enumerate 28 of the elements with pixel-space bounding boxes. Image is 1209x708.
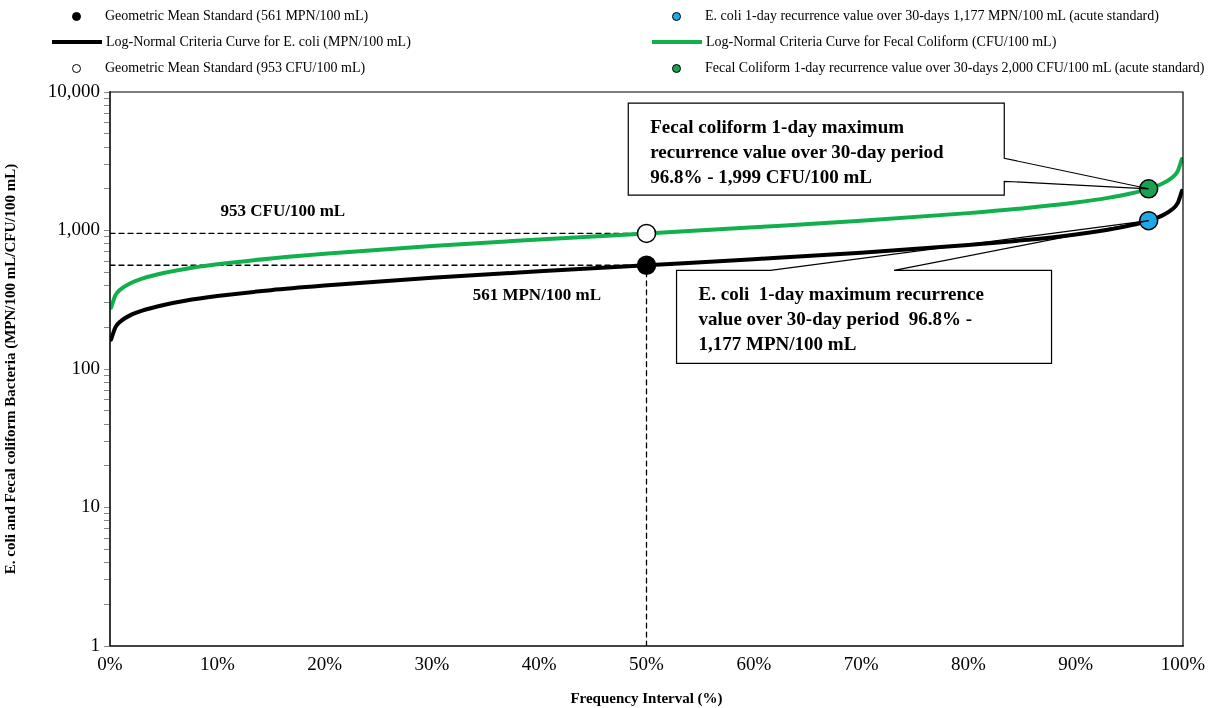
legend-label: Geometric Mean Standard (561 MPN/100 mL)	[105, 8, 369, 24]
legend-label: Log-Normal Criteria Curve for E. coli (MPN/100 mL)	[106, 34, 411, 50]
annotation: 953 CFU/100 mL	[220, 200, 346, 220]
annotation: Fecal coliform 1-day maximum recurrence value over 30-day period 96.8% - 1,999 CFU/100 mL	[650, 116, 945, 188]
y-tick-label: 1	[90, 633, 100, 655]
x-tick-label: 90%	[1058, 653, 1094, 675]
x-tick-label: 100%	[1160, 653, 1206, 675]
annotation: E. coli 1-day maximum recurrence value over 30-day period 96.8% - 1,177 MPN/100 mL	[698, 283, 984, 355]
y-tick-label: 10,000	[47, 79, 100, 101]
annotation: 561 MPN/100 mL	[472, 284, 602, 304]
legend-label: Geometric Mean Standard (953 CFU/100 mL)	[105, 60, 366, 76]
y-tick-label: 100	[71, 356, 100, 378]
legend-label: E. coli 1-day recurrence value over 30-days 1,177 MPN/100 mL (acute standard)	[705, 8, 1159, 24]
legend-label: Fecal Coliform 1-day recurrence value over 30-days 2,000 CFU/100 mL (acute standard)	[705, 60, 1205, 76]
legend-label: Log-Normal Criteria Curve for Fecal Coliform (CFU/100 mL)	[706, 34, 1057, 50]
y-tick-label: 10	[81, 495, 100, 517]
x-tick-label: 20%	[307, 653, 343, 675]
x-tick-label: 30%	[414, 653, 450, 675]
x-tick-label: 70%	[843, 653, 879, 675]
x-tick-label: 40%	[521, 653, 557, 675]
y-axis-title: E. coli and Fecal coliform Bacteria (MPN/100 mL/CFU/100 mL)	[1, 163, 19, 575]
x-tick-label: 80%	[950, 653, 986, 675]
x-axis-title: Frequency Interval (%)	[570, 689, 723, 707]
x-tick-label: 60%	[736, 653, 772, 675]
y-tick-label: 1,000	[57, 218, 100, 240]
x-tick-label: 50%	[629, 653, 665, 675]
x-tick-label: 0%	[97, 653, 123, 675]
x-tick-label: 10%	[199, 653, 235, 675]
